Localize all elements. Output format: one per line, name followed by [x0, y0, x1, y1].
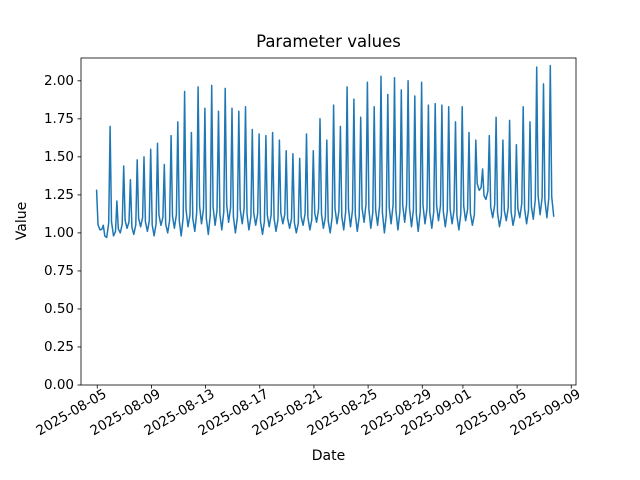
data-line-series: [95, 64, 555, 239]
y-axis-label: Value: [14, 201, 30, 241]
y-tick-label: 2.00: [43, 72, 74, 89]
axes-spines: [80, 57, 577, 386]
x-axis-label: Date: [311, 448, 346, 464]
y-tick-label: 0.00: [43, 377, 74, 393]
y-tick-label: 0.50: [43, 300, 74, 317]
chart-title: Parameter values: [256, 32, 401, 51]
y-tick-label: 1.50: [43, 148, 74, 165]
y-tick-label: 1.00: [43, 224, 74, 241]
y-tick-label: 0.75: [43, 262, 74, 279]
y-tick-label: 1.25: [43, 186, 74, 203]
y-tick-label: 1.75: [43, 110, 74, 127]
y-tick-label: 0.25: [43, 338, 74, 355]
